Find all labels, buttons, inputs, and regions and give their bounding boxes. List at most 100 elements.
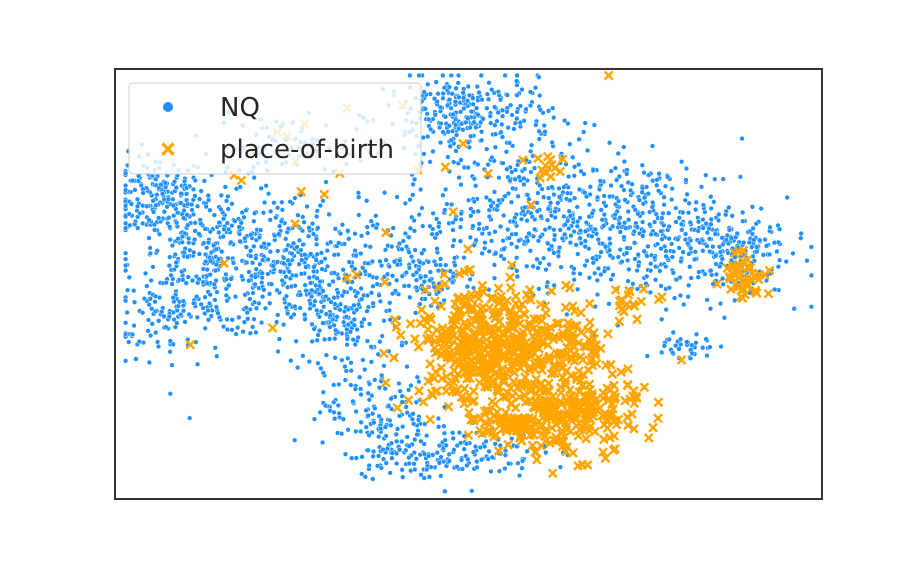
point-nq [330, 278, 336, 285]
point-nq [488, 468, 494, 475]
point-nq [302, 316, 308, 322]
point-nq [152, 308, 159, 315]
point-place-of-birth [583, 325, 593, 336]
point-nq [277, 223, 283, 229]
point-nq [649, 204, 655, 210]
point-nq [170, 341, 176, 347]
point-nq [370, 283, 376, 289]
point-nq [527, 89, 534, 95]
point-nq [387, 470, 393, 476]
point-nq [403, 243, 410, 250]
point-place-of-birth [463, 244, 473, 254]
point-nq [270, 263, 276, 269]
point-nq [233, 186, 240, 192]
point-nq [461, 105, 467, 112]
point-nq [606, 140, 613, 146]
point-nq [543, 449, 549, 456]
point-nq [194, 361, 201, 367]
point-nq [146, 217, 152, 223]
point-nq [315, 332, 321, 338]
point-nq [156, 215, 162, 221]
point-nq [373, 225, 379, 231]
point-nq [211, 242, 217, 249]
point-nq [517, 120, 523, 126]
point-nq [353, 307, 360, 313]
point-nq [460, 90, 466, 96]
point-nq [466, 92, 473, 99]
point-nq [695, 219, 702, 225]
point-nq [416, 211, 422, 218]
point-nq [615, 198, 622, 204]
point-place-of-birth [388, 352, 399, 363]
point-nq [707, 344, 713, 350]
point-nq [403, 404, 409, 410]
point-nq [440, 192, 446, 198]
point-nq [448, 137, 454, 143]
point-nq [595, 265, 602, 272]
point-nq [659, 215, 665, 221]
point-nq [442, 488, 448, 494]
point-nq [122, 298, 129, 304]
point-nq [678, 336, 684, 342]
point-nq [387, 317, 393, 323]
point-place-of-birth [433, 282, 443, 293]
point-nq [549, 139, 555, 146]
point-nq [300, 214, 306, 220]
point-nq [522, 204, 528, 211]
point-nq [232, 293, 239, 300]
point-nq [412, 247, 418, 253]
point-nq [608, 168, 614, 174]
point-nq [594, 277, 601, 283]
point-nq [510, 218, 517, 225]
point-nq [377, 339, 383, 345]
point-nq [610, 272, 616, 278]
point-nq [365, 412, 371, 419]
point-nq [154, 192, 160, 198]
point-nq [486, 248, 492, 255]
point-nq [589, 210, 595, 217]
point-nq [190, 300, 197, 306]
point-nq [624, 171, 630, 177]
point-nq [308, 251, 314, 257]
point-nq [783, 258, 789, 265]
point-nq [146, 235, 152, 241]
point-nq [311, 326, 317, 332]
point-nq [364, 198, 370, 204]
point-nq [342, 451, 349, 457]
point-nq [275, 348, 281, 355]
point-nq [576, 136, 582, 142]
point-nq [484, 91, 491, 97]
point-nq [313, 236, 320, 242]
point-nq [410, 258, 416, 265]
point-nq [561, 184, 567, 190]
point-nq [501, 212, 507, 219]
point-nq [491, 189, 498, 195]
point-nq [313, 213, 320, 220]
point-nq [275, 312, 281, 318]
point-nq [276, 231, 282, 237]
point-nq [410, 181, 416, 188]
point-nq [411, 176, 418, 183]
point-nq [368, 290, 375, 296]
point-nq [151, 227, 158, 233]
point-nq [389, 450, 396, 456]
point-nq [327, 312, 333, 318]
point-nq [608, 276, 614, 283]
point-nq [191, 236, 198, 243]
point-nq [430, 210, 436, 217]
point-nq [167, 338, 173, 344]
point-nq [808, 272, 815, 279]
point-nq [306, 225, 312, 231]
point-nq [511, 126, 517, 132]
point-nq [653, 231, 659, 237]
point-nq [470, 101, 476, 107]
point-nq [242, 235, 248, 241]
point-nq [159, 191, 166, 197]
point-nq [297, 292, 304, 298]
point-nq [290, 240, 297, 246]
point-nq [194, 203, 201, 209]
point-nq [586, 275, 593, 281]
point-nq [583, 219, 590, 226]
point-nq [575, 218, 581, 225]
point-nq [499, 113, 506, 119]
